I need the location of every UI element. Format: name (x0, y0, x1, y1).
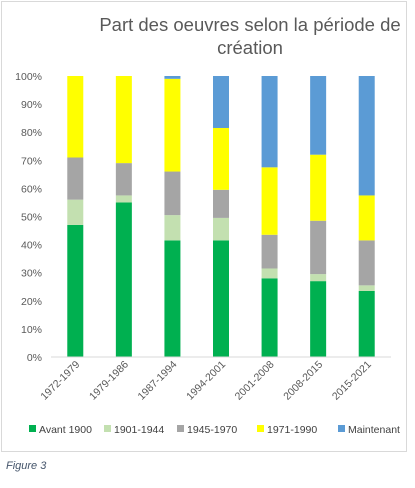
legend-label: 1971-1990 (267, 424, 317, 436)
y-tick-label: 30% (21, 268, 42, 280)
bar-segment (115, 195, 132, 203)
legend-label: 1901-1944 (114, 424, 164, 436)
x-tick-label: 2001-2008 (233, 359, 277, 403)
bar-segment (261, 234, 278, 269)
bar-segment (164, 78, 181, 172)
bar-segment (261, 167, 278, 235)
x-tick-label: 2015-2021 (330, 359, 374, 403)
bar-segment (261, 278, 278, 357)
y-tick-label: 80% (21, 127, 42, 139)
legend-swatch (177, 425, 184, 432)
bar-segment (213, 189, 229, 218)
x-tick-label: 1987-1994 (136, 359, 180, 403)
bar-segment (67, 157, 84, 200)
chart-title-line-2: création (217, 37, 283, 58)
x-tick-label: 2008-2015 (281, 359, 325, 403)
legend-swatch (104, 425, 111, 432)
y-axis-tick-labels: 0% 10% 20% 30% 40% 50% 60% 70% 80% 90% 100% (15, 71, 42, 364)
bar-segment (67, 199, 84, 225)
bar-segment (310, 76, 327, 155)
legend-swatch (338, 425, 345, 432)
x-tick-label: 1979-1986 (87, 359, 131, 403)
x-tick-label: 1972-1979 (38, 359, 82, 403)
bar-segment (67, 76, 84, 158)
bar-segment (164, 240, 181, 357)
legend: Avant 1900 1901-1944 1945-1970 1971-1990 Mai… (29, 424, 400, 436)
figure-caption: Figure 3 (6, 460, 47, 472)
x-tick-label: 1994-2001 (184, 359, 228, 403)
bar-segment (310, 281, 327, 357)
chart-title-line-1: Part des oeuvres selon la période de (99, 14, 400, 35)
bar-segment (164, 215, 181, 241)
legend-swatch (29, 425, 36, 432)
bar-segment (358, 285, 375, 291)
bar-segment (358, 290, 375, 357)
bar-segment (213, 127, 229, 190)
y-tick-label: 0% (27, 352, 42, 364)
y-tick-label: 10% (21, 324, 42, 336)
bar-segment (213, 76, 229, 128)
x-axis-tick-labels: 1972-1979 1979-1986 1987-1994 1994-2001 2001… (38, 359, 374, 403)
bar-segment (213, 240, 229, 357)
legend-label: Maintenant (348, 424, 400, 436)
bar-segment (164, 76, 181, 79)
bars-group (67, 76, 375, 357)
bar-segment (358, 76, 375, 196)
bar-segment (261, 76, 278, 168)
bar-segment (67, 224, 84, 357)
y-tick-label: 20% (21, 296, 42, 308)
bar-segment (164, 171, 181, 216)
legend-swatch (257, 425, 264, 432)
bar-segment (310, 220, 327, 275)
bar-segment (213, 217, 229, 241)
bar-segment (358, 195, 375, 241)
y-tick-label: 100% (15, 71, 42, 83)
y-tick-label: 50% (21, 212, 42, 224)
bar-segment (115, 76, 132, 164)
y-tick-label: 60% (21, 183, 42, 195)
bar-segment (310, 154, 327, 221)
legend-label: 1945-1970 (187, 424, 237, 436)
bar-segment (261, 268, 278, 279)
chart-frame: Part des oeuvres selon la période de cré… (1, 1, 407, 452)
y-tick-label: 40% (21, 240, 42, 252)
bar-segment (358, 240, 375, 286)
stacked-bar-chart: Part des oeuvres selon la période de cré… (15, 14, 401, 436)
legend-label: Avant 1900 (39, 424, 92, 436)
bar-segment (115, 163, 132, 196)
y-tick-label: 70% (21, 155, 42, 167)
bar-segment (310, 274, 327, 282)
y-tick-label: 90% (21, 99, 42, 111)
bar-segment (115, 202, 132, 357)
